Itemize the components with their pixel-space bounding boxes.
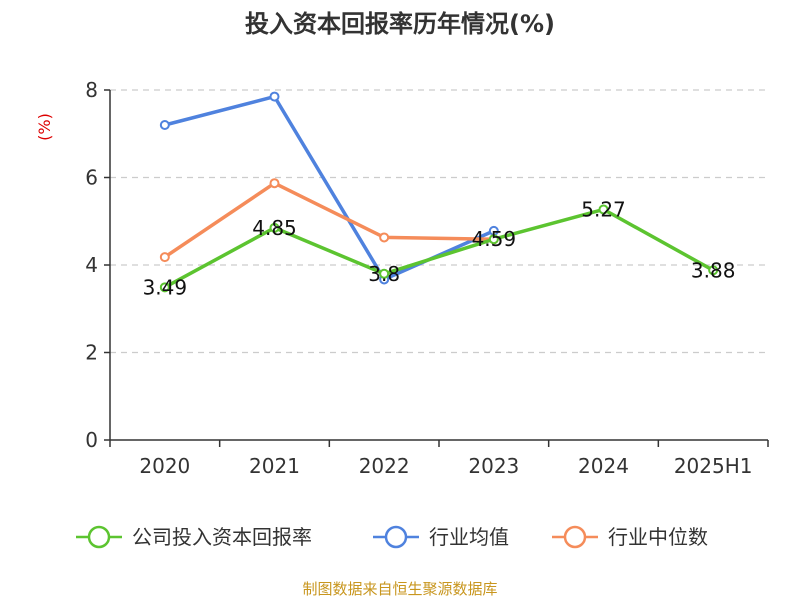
- legend: 公司投入资本回报率 行业均值 行业中位数: [76, 525, 708, 549]
- x-tick-label: 2024: [578, 454, 629, 478]
- x-tick-label: 2022: [359, 454, 410, 478]
- y-tick-label: 2: [85, 341, 98, 365]
- data-point: [159, 120, 170, 130]
- data-point: [159, 252, 170, 263]
- data-label: 4.85: [252, 216, 297, 240]
- legend-label: 行业中位数: [608, 525, 708, 549]
- x-tick-label: 2023: [468, 454, 519, 478]
- x-tick-label: 2020: [139, 454, 190, 478]
- data-point: [379, 232, 390, 243]
- data-label: 3.49: [143, 275, 188, 299]
- series-layer: [159, 91, 719, 293]
- source-note: 制图数据来自恒生聚源数据库: [302, 580, 498, 598]
- data-point: [269, 178, 280, 189]
- data-labels: 3.49 4.85 3.8 4.59 5.27 3.88: [143, 197, 736, 299]
- chart-title: 投入资本回报率历年情况(%): [245, 10, 555, 38]
- legend-label: 公司投入资本回报率: [132, 525, 312, 549]
- data-point: [708, 265, 719, 276]
- data-label: 3.88: [691, 258, 736, 282]
- data-label: 5.27: [581, 197, 626, 221]
- data-point: [488, 234, 499, 245]
- legend-marker-icon: [384, 525, 408, 549]
- legend-label: 行业均值: [429, 525, 509, 549]
- legend-marker-icon: [87, 525, 111, 549]
- data-point: [598, 204, 609, 215]
- data-point: [269, 222, 280, 233]
- y-tick-label: 8: [85, 78, 98, 102]
- data-point: [159, 282, 170, 293]
- y-axis-label: (%): [35, 113, 54, 141]
- series-line: [163, 181, 494, 259]
- legend-marker-icon: [563, 525, 587, 549]
- grid: [110, 89, 768, 354]
- y-tick-label: 0: [85, 428, 98, 452]
- data-label: 4.59: [472, 227, 517, 251]
- data-point: [379, 268, 390, 279]
- series-line: [163, 207, 715, 289]
- axes: 0 2 4 6 8 2020 2021 2022 2023 2024 2025H1: [85, 78, 769, 478]
- y-tick-label: 6: [85, 166, 98, 190]
- y-tick-label: 4: [85, 253, 98, 277]
- data-point: [269, 91, 280, 102]
- x-tick-label: 2025H1: [674, 454, 753, 478]
- x-tick-label: 2021: [249, 454, 300, 478]
- data-label: 3.8: [368, 262, 400, 286]
